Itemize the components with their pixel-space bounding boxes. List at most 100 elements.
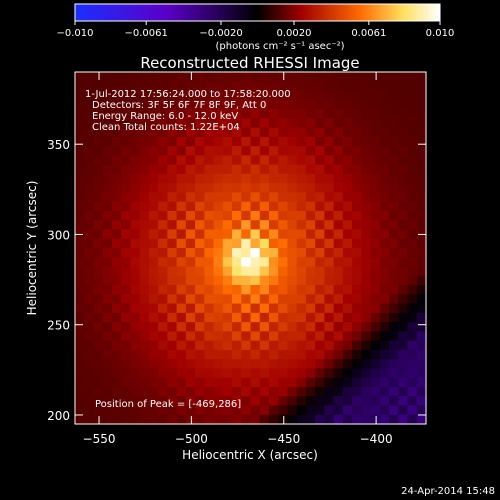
heatmap-cell — [204, 99, 215, 110]
heatmap-cell — [167, 72, 178, 82]
heatmap-cell — [130, 294, 141, 305]
heatmap-cell — [352, 285, 362, 295]
heatmap-cell — [389, 257, 399, 268]
heatmap-cell — [75, 238, 85, 249]
heatmap-cell — [268, 173, 279, 184]
heatmap-cell — [111, 99, 122, 110]
heatmap-cell — [278, 405, 289, 416]
heatmap-cell — [75, 127, 85, 138]
heatmap-cell — [268, 266, 279, 277]
heatmap-cell — [268, 201, 279, 212]
heatmap-cell — [296, 294, 307, 305]
heatmap-cell — [185, 164, 196, 175]
heatmap-cell — [398, 303, 409, 314]
heatmap-cell — [148, 303, 159, 314]
heatmap-cell — [389, 414, 399, 425]
heatmap-cell — [121, 331, 132, 342]
heatmap-cell — [305, 294, 316, 305]
heatmap-cell — [259, 173, 270, 184]
heatmap-cell — [195, 359, 205, 370]
heatmap-cell — [130, 266, 141, 277]
heatmap-cell — [370, 72, 381, 82]
heatmap-cell — [232, 414, 242, 425]
heatmap-cell — [121, 359, 132, 370]
heatmap-cell — [296, 201, 307, 212]
heatmap-cell — [370, 396, 381, 407]
heatmap-cell — [102, 285, 113, 295]
heatmap-cell — [222, 285, 233, 295]
heatmap-cell — [75, 368, 85, 379]
heatmap-cell — [315, 368, 325, 379]
heatmap-cell — [139, 127, 150, 138]
heatmap-cell — [333, 303, 344, 314]
heatmap-cell — [315, 405, 325, 416]
heatmap-cell — [158, 155, 168, 166]
heatmap-cell — [102, 164, 113, 175]
heatmap-cell — [176, 183, 187, 194]
heatmap-cell — [250, 127, 261, 138]
heatmap-cell — [185, 377, 196, 388]
heatmap-cell — [305, 99, 316, 110]
heatmap-cell — [185, 312, 196, 323]
heatmap-cell — [361, 359, 372, 370]
heatmap-cell — [111, 340, 122, 351]
heatmap-cell — [268, 81, 279, 92]
heatmap-cell — [222, 294, 233, 305]
heatmap-cell — [259, 405, 270, 416]
heatmap-cell — [167, 99, 178, 110]
heatmap — [75, 72, 427, 425]
heatmap-cell — [148, 155, 159, 166]
heatmap-cell — [333, 81, 344, 92]
heatmap-cell — [268, 377, 279, 388]
heatmap-cell — [111, 146, 122, 156]
heatmap-cell — [167, 192, 178, 203]
heatmap-cell — [167, 136, 178, 147]
heatmap-cell — [204, 340, 215, 351]
heatmap-cell — [204, 396, 215, 407]
heatmap-cell — [204, 405, 215, 416]
heatmap-cell — [268, 72, 279, 82]
heatmap-cell — [361, 312, 372, 323]
heatmap-cell — [121, 414, 132, 425]
heatmap-cell — [278, 414, 289, 425]
heatmap-cell — [278, 340, 289, 351]
heatmap-cell — [158, 303, 168, 314]
heatmap-cell — [130, 275, 141, 286]
heatmap-cell — [241, 340, 252, 351]
heatmap-cell — [232, 377, 242, 388]
heatmap-cell — [287, 414, 298, 425]
heatmap-cell — [241, 303, 252, 314]
heatmap-cell — [185, 275, 196, 286]
heatmap-cell — [102, 414, 113, 425]
heatmap-cell — [241, 201, 252, 212]
heatmap-cell — [102, 136, 113, 147]
heatmap-cell — [287, 405, 298, 416]
heatmap-cell — [232, 220, 242, 231]
heatmap-cell — [148, 118, 159, 129]
heatmap-cell — [232, 248, 242, 258]
heatmap-cell — [361, 229, 372, 240]
heatmap-cell — [278, 164, 289, 175]
heatmap-cell — [75, 155, 85, 166]
heatmap-cell — [204, 377, 215, 388]
heatmap-cell — [379, 220, 390, 231]
heatmap-cell — [204, 81, 215, 92]
heatmap-cell — [176, 257, 187, 268]
heatmap-cell — [398, 368, 409, 379]
heatmap-cell — [167, 386, 178, 397]
heatmap-cell — [278, 220, 289, 231]
heatmap-cell — [222, 331, 233, 342]
heatmap-cell — [324, 155, 335, 166]
heatmap-cell — [324, 183, 335, 194]
heatmap-cell — [148, 164, 159, 175]
heatmap-cell — [176, 275, 187, 286]
heatmap-cell — [204, 349, 215, 360]
heatmap-cell — [75, 146, 85, 156]
heatmap-cell — [259, 192, 270, 203]
heatmap-cell — [121, 164, 132, 175]
heatmap-cell — [315, 229, 325, 240]
heatmap-cell — [342, 118, 353, 129]
heatmap-cell — [370, 81, 381, 92]
heatmap-cell — [352, 377, 362, 388]
heatmap-cell — [352, 257, 362, 268]
